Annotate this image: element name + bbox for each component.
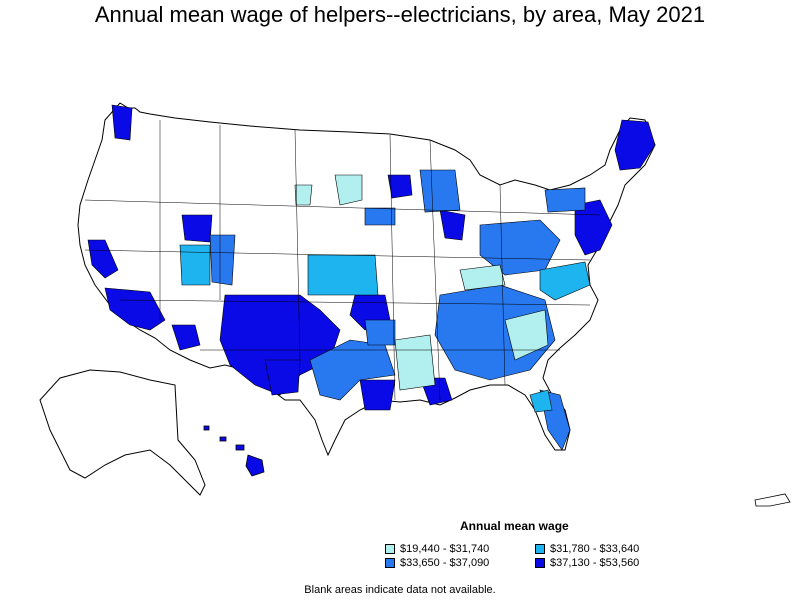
area-carolinas (504, 309, 549, 361)
area-bay-area (87, 239, 119, 279)
area-south-dakota (294, 184, 313, 206)
areas-class-4 (87, 104, 656, 411)
area-seattle (111, 104, 133, 141)
area-colorado-west (209, 234, 236, 286)
legend-items: $19,440 - $31,740 $31,780 - $33,640 $33,… (385, 543, 675, 569)
area-kansas (307, 254, 379, 296)
legend-item-class-1: $19,440 - $31,740 (385, 543, 535, 555)
area-minnesota (387, 174, 413, 199)
areas-class-3 (209, 169, 586, 451)
legend-item-class-3: $33,650 - $37,090 (385, 557, 535, 569)
legend: Annual mean wage $19,440 - $31,740 $31,7… (385, 519, 675, 569)
area-west-texas (264, 359, 301, 396)
area-tennessee (459, 264, 506, 291)
area-texas-central (309, 339, 396, 401)
map-title: Annual mean wage of helpers--electrician… (94, 2, 706, 27)
area-boundaries (84, 120, 601, 401)
legend-item-class-4: $37,130 - $53,560 (535, 557, 675, 569)
area-wisconsin (419, 169, 461, 213)
area-northern-nevada (181, 214, 213, 243)
area-virginia-nc (539, 261, 591, 301)
hawaii-oahu (219, 436, 227, 442)
hawaii-big-island (245, 454, 265, 477)
areas-class-2 (179, 244, 591, 413)
legend-label-class-3: $33,650 - $37,090 (400, 557, 490, 569)
legend-item-class-2: $31,780 - $33,640 (535, 543, 675, 555)
area-maine (614, 119, 656, 171)
area-utah (179, 244, 211, 286)
legend-swatch-class-2 (535, 544, 545, 554)
area-arkansas (364, 319, 396, 346)
area-southwest-nm-az (219, 294, 341, 396)
legend-swatch-class-1 (385, 544, 395, 554)
puerto-rico-outline (754, 493, 791, 507)
footnote: Blank areas indicate data not available. (304, 584, 496, 596)
area-texas-gulf (359, 379, 396, 411)
area-north-dakota (334, 174, 363, 206)
area-mississippi (394, 334, 436, 391)
area-southeast (434, 284, 556, 381)
hawaii-maui (235, 444, 245, 451)
area-northeast-corridor (574, 199, 613, 256)
legend-swatch-class-3 (385, 558, 395, 568)
legend-label-class-1: $19,440 - $31,740 (400, 543, 490, 555)
area-nebraska-east (364, 207, 396, 226)
legend-swatch-class-4 (535, 558, 545, 568)
areas-class-1 (294, 174, 549, 391)
legend-title: Annual mean wage (460, 519, 569, 533)
area-new-york-upstate (544, 187, 586, 213)
area-georgia-coast (529, 389, 553, 413)
alaska-outline (39, 369, 206, 496)
legend-label-class-4: $37,130 - $53,560 (550, 557, 640, 569)
hawaii-kauai (203, 425, 210, 431)
area-phoenix (171, 324, 201, 351)
legend-label-class-2: $31,780 - $33,640 (550, 543, 640, 555)
area-chicago (439, 209, 466, 241)
area-southern-california (104, 287, 166, 331)
